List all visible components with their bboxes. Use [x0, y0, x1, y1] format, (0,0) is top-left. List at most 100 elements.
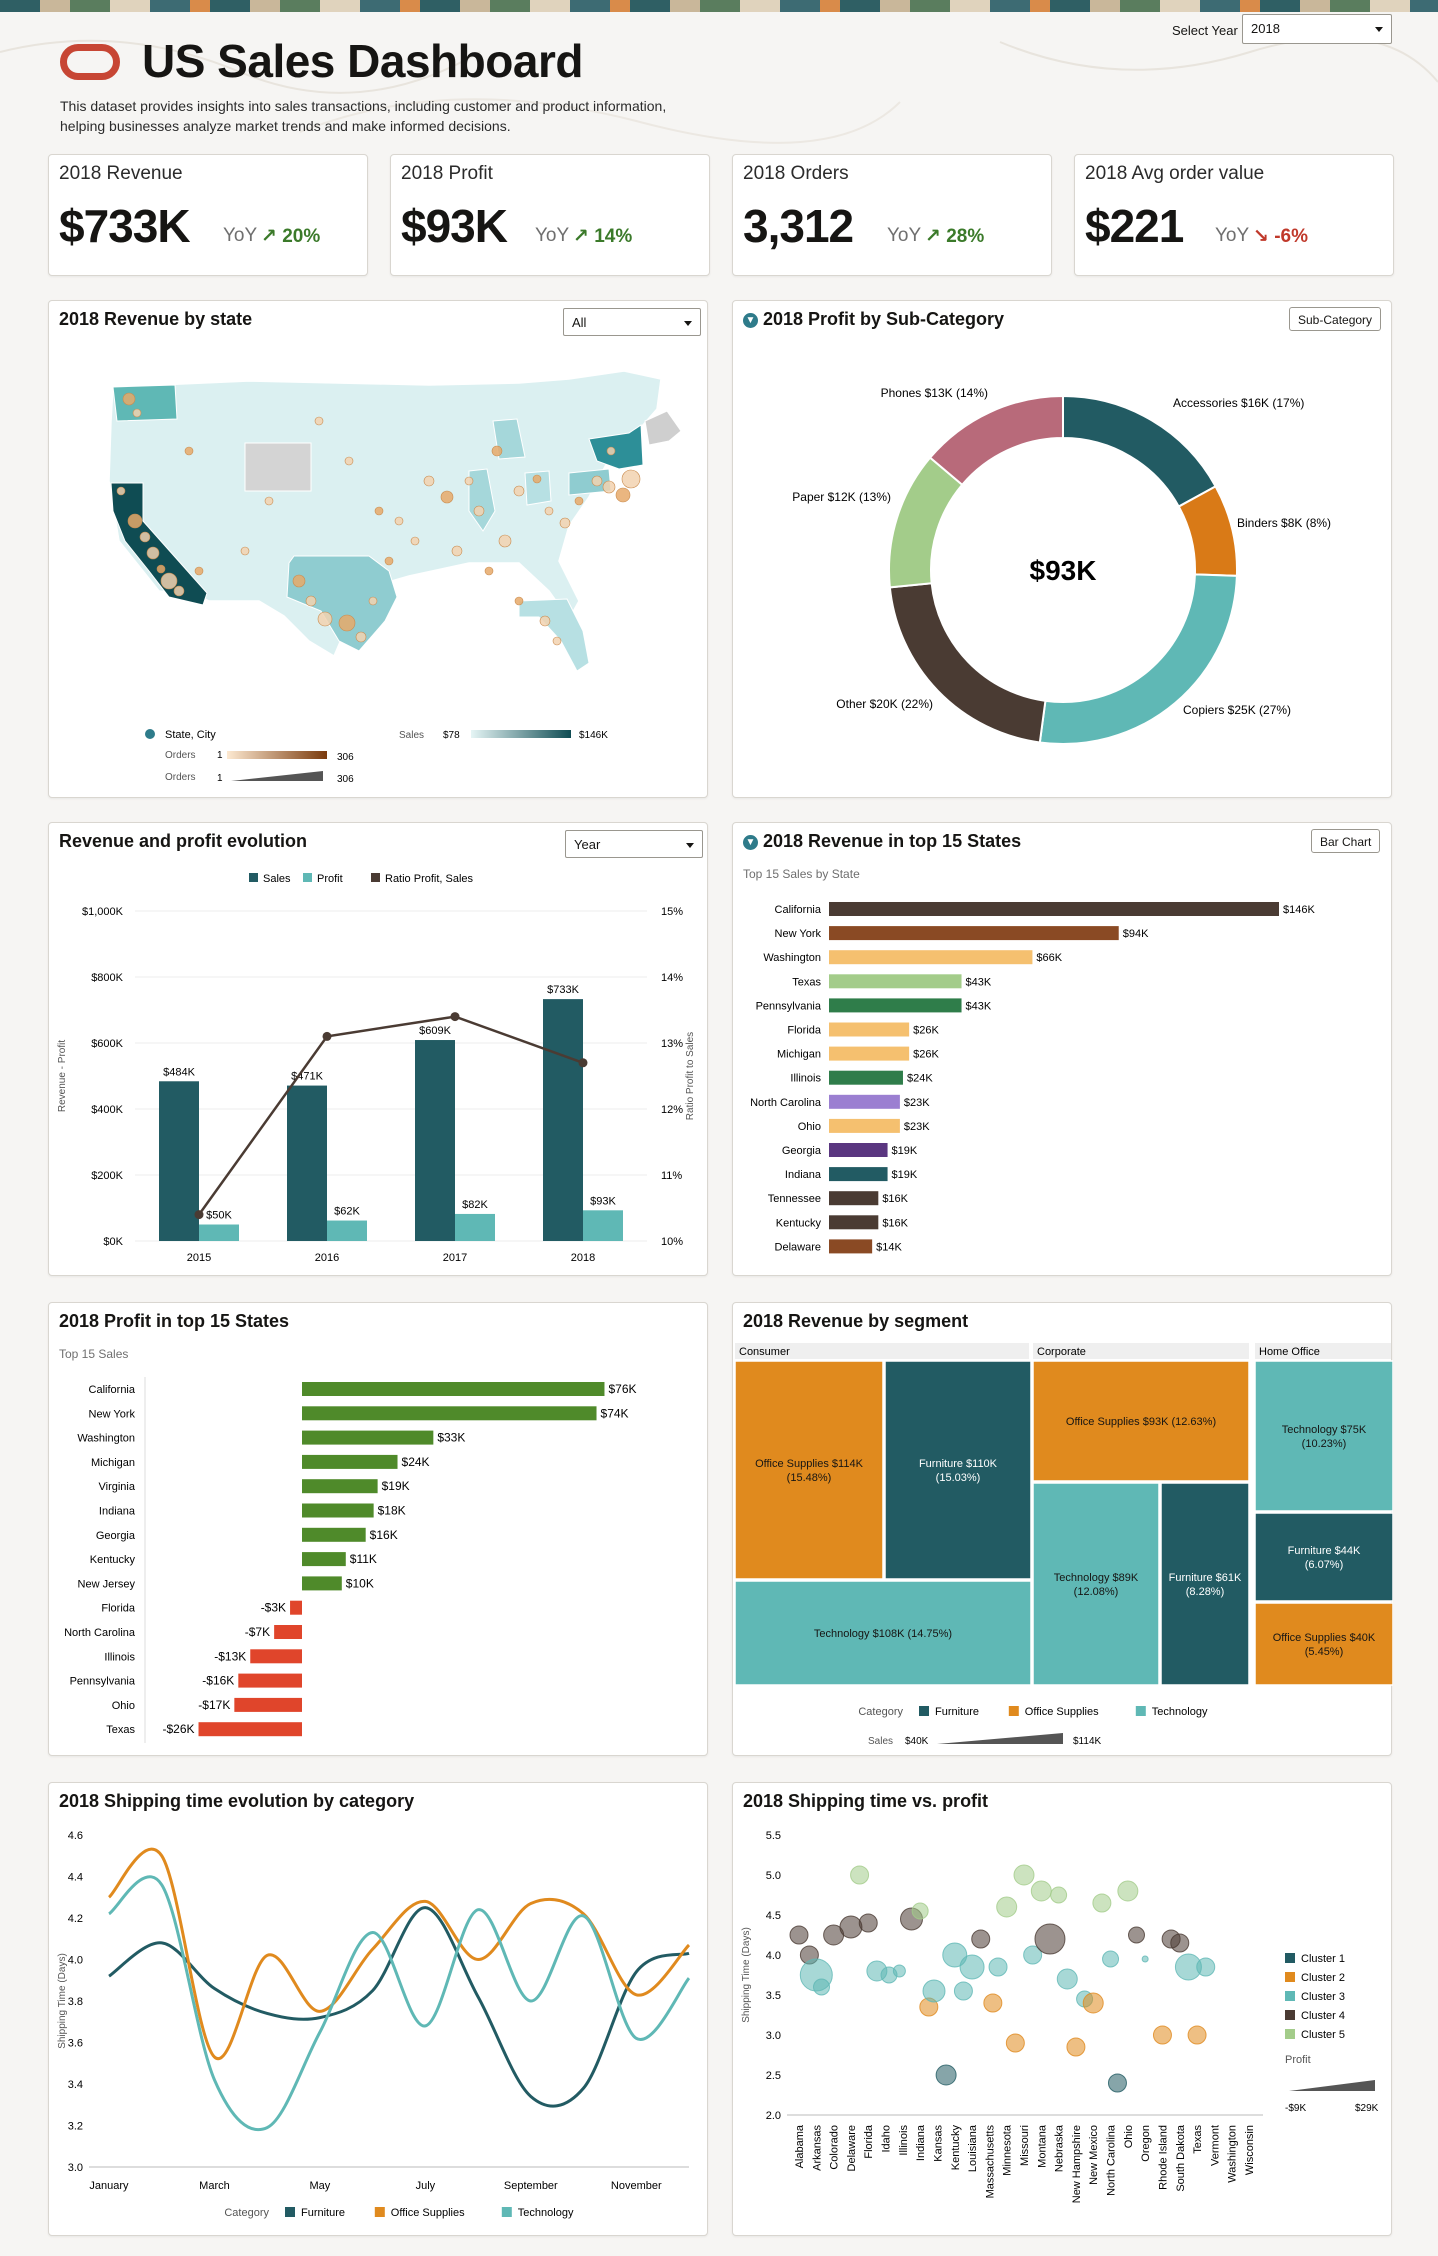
map-city-bubble — [602, 480, 616, 494]
profit-bar-label: -$13K — [214, 1649, 246, 1663]
legend-label: Office Supplies — [1025, 1706, 1099, 1718]
y-tick-label: 2.0 — [766, 2110, 781, 2122]
legend-label: Cluster 1 — [1301, 1953, 1345, 1965]
treemap-cell-label: Office Supplies $114K — [755, 1458, 863, 1470]
profit-donut-chart[interactable]: Accessories $16K (17%) Binders $8K (8%) Co… — [733, 301, 1393, 799]
scatter-point — [953, 1981, 973, 2001]
x-tick-label: July — [416, 2180, 436, 2192]
x-tick-label: Kansas — [932, 2125, 944, 2162]
y-tick-label: $600K — [91, 1038, 123, 1050]
shipping-profit-scatter-chart[interactable]: 2.0 2.5 3.0 3.5 4.0 4.5 5.0 5.5 Shipping Time (D… — [733, 1783, 1393, 2237]
legend-swatch — [1008, 1706, 1019, 1716]
treemap-cell-label: (12.08%) — [1074, 1586, 1119, 1598]
card-title: 2018 Revenue by state — [59, 309, 253, 329]
map-city-bubble — [127, 513, 143, 529]
legend-size-wedge — [1289, 2080, 1375, 2091]
profit-states-bar-chart[interactable]: California $76K New York $74K Washington $33K… — [49, 1303, 709, 1757]
x-tick-label: Louisiana — [967, 2124, 979, 2172]
profit-bar-label: $16K — [370, 1528, 398, 1542]
card-subtitle: Top 15 Sales — [59, 1347, 129, 1361]
bar-profit — [327, 1220, 367, 1241]
revenue-bar — [829, 950, 1033, 965]
y-axis-title: Revenue - Profit — [57, 1040, 68, 1112]
donut-center-total: $93K — [1030, 555, 1097, 586]
card-title: 2018 Profit by Sub-Category — [763, 309, 1005, 329]
state-label: Tennessee — [768, 1193, 821, 1205]
map-state-california — [110, 482, 208, 606]
segment-header-label: Consumer — [739, 1346, 790, 1358]
x-tick-label: New Mexico — [1088, 2125, 1100, 2185]
filter-icon[interactable]: ▼ — [743, 835, 758, 850]
revenue-states-bar-chart[interactable]: California $146K New York $94K Washington $66… — [733, 823, 1393, 1277]
y-tick-label: 4.0 — [68, 1955, 83, 1967]
y-tick-label: 4.4 — [68, 1872, 83, 1884]
segment-treemap[interactable]: Consumer Corporate Home Office Office Suppl… — [733, 1303, 1393, 1757]
profit-by-subcategory-card: ▼ 2018 Profit by Sub-Category Sub-Catego… — [732, 300, 1392, 798]
bar-profit-label: $93K — [590, 1195, 616, 1207]
bar-chart-button[interactable]: Bar Chart — [1311, 829, 1381, 853]
page-description-line1: This dataset provides insights into sale… — [60, 98, 667, 114]
kpi-label: 2018 Revenue — [59, 163, 183, 184]
legend-orders-size-label: Orders — [165, 772, 196, 783]
map-city-bubble — [591, 475, 603, 487]
y-tick-label: 4.0 — [766, 1950, 781, 1962]
evolution-period-dropdown[interactable]: Year — [565, 830, 703, 858]
treemap-cell-label: Office Supplies $40K — [1273, 1632, 1376, 1644]
header-decoration-band — [0, 0, 1438, 12]
x-tick-label: Oregon — [1140, 2125, 1152, 2162]
subcategory-button[interactable]: Sub-Category — [1289, 307, 1382, 331]
y-tick-label: 5.0 — [766, 1870, 781, 1882]
y2-tick-label: 15% — [661, 906, 683, 918]
x-tick-label: Montana — [1036, 2124, 1048, 2168]
scatter-point — [1066, 2037, 1086, 2057]
profit-bar-negative — [250, 1649, 302, 1664]
legend-swatch-1 — [303, 873, 312, 882]
profit-bar-label: $19K — [382, 1479, 410, 1493]
scatter-point — [1013, 1864, 1035, 1886]
legend-swatch — [1285, 2029, 1295, 2039]
x-tick-label: Idaho — [881, 2125, 893, 2153]
chevron-down-icon — [686, 843, 694, 848]
revenue-bar — [829, 1167, 888, 1182]
kpi-value: 3,312 — [743, 200, 854, 252]
revenue-bar-label: $146K — [1283, 904, 1315, 916]
legend-label: Furniture — [935, 1706, 979, 1718]
legend-orders-min: 1 — [217, 750, 223, 761]
bar-profit-label: $50K — [206, 1210, 232, 1222]
x-tick-label: November — [611, 2180, 662, 2192]
map-city-bubble — [184, 446, 194, 456]
map-filter-dropdown[interactable]: All — [563, 308, 701, 336]
profit-bar-negative — [198, 1722, 302, 1737]
legend-category-label: Category — [858, 1706, 903, 1718]
revenue-profit-combo-chart[interactable]: Sales Profit Ratio Profit, Sales $0K $200K $4… — [49, 823, 709, 1277]
segment-header — [735, 1343, 1029, 1359]
kpi-yoy-label: YoY — [1215, 225, 1250, 246]
card-title: 2018 Revenue in top 15 States — [763, 831, 1022, 851]
y-tick-label: 3.2 — [68, 2121, 83, 2133]
legend-sales-max: $114K — [1073, 1736, 1102, 1747]
state-label: Illinois — [790, 1073, 821, 1085]
us-choropleth-map[interactable]: State, City Orders 1 306 Orders 1 306 Sa… — [49, 301, 709, 799]
legend-label: Cluster 2 — [1301, 1972, 1345, 1984]
revenue-bar — [829, 1118, 900, 1133]
chevron-down-icon — [1375, 27, 1383, 32]
scatter-point — [988, 1957, 1008, 1977]
map-city-bubble — [423, 475, 435, 487]
select-year-dropdown[interactable]: 2018 — [1242, 14, 1392, 44]
bar-sales-label: $484K — [163, 1066, 195, 1078]
y2-tick-label: 13% — [661, 1038, 683, 1050]
legend-label: Office Supplies — [391, 2207, 465, 2219]
profit-bar-label: $24K — [402, 1455, 430, 1469]
legend-swatch — [1135, 1706, 1146, 1716]
filter-icon[interactable]: ▼ — [743, 313, 758, 328]
kpi-value: $221 — [1085, 200, 1184, 252]
treemap-cell-label: (6.07%) — [1305, 1559, 1344, 1571]
profit-bar-negative — [290, 1600, 302, 1615]
kpi-card-orders: 2018 Orders 3,312 YoY ↗ 28% — [732, 154, 1052, 276]
revenue-bar — [829, 902, 1279, 916]
state-label: Pennsylvania — [756, 1000, 822, 1012]
kpi-card-revenue: 2018 Revenue $733K YoY ↗ 20% — [48, 154, 368, 276]
profit-bar-label: -$17K — [198, 1698, 230, 1712]
legend-swatch — [1285, 1991, 1295, 2001]
shipping-time-line-chart[interactable]: 3.0 3.2 3.4 3.6 3.8 4.0 4.2 4.4 4.6 Shipping Time… — [49, 1783, 709, 2237]
